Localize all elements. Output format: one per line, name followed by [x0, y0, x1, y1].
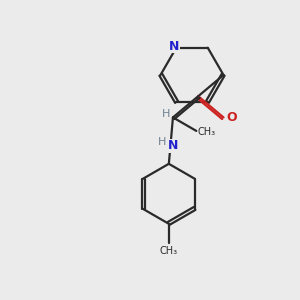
Text: CH₃: CH₃ [160, 246, 178, 256]
Text: N: N [167, 139, 178, 152]
Text: H: H [158, 137, 166, 147]
Text: O: O [226, 111, 236, 124]
Text: CH₃: CH₃ [198, 128, 216, 137]
Text: N: N [169, 40, 179, 53]
Text: H: H [162, 109, 170, 119]
